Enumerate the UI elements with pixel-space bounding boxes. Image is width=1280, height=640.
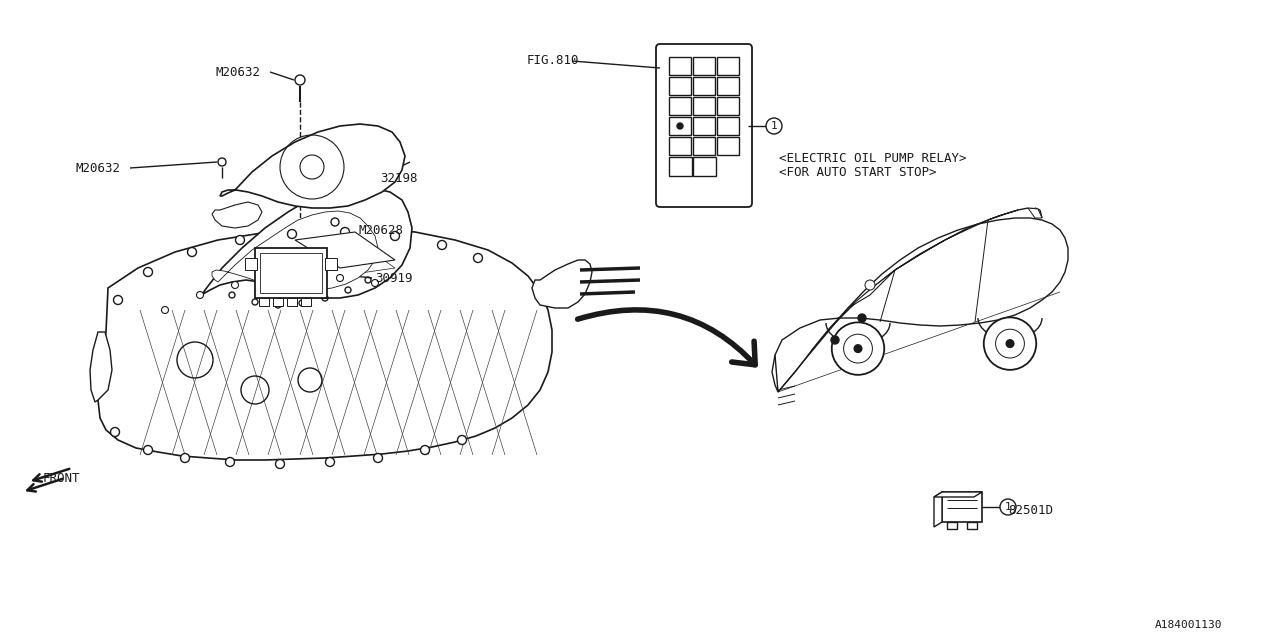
Circle shape	[340, 227, 349, 237]
Circle shape	[390, 232, 399, 241]
Circle shape	[765, 118, 782, 134]
Polygon shape	[212, 202, 262, 228]
Circle shape	[197, 291, 204, 298]
Bar	[692, 117, 716, 135]
Circle shape	[275, 460, 284, 468]
Polygon shape	[934, 492, 942, 527]
Circle shape	[143, 445, 152, 454]
Circle shape	[266, 275, 274, 282]
Text: A184001130: A184001130	[1155, 620, 1222, 630]
Bar	[287, 298, 297, 306]
FancyArrowPatch shape	[577, 310, 755, 365]
Circle shape	[294, 75, 305, 85]
Text: <FOR AUTO START STOP>: <FOR AUTO START STOP>	[780, 166, 937, 179]
Polygon shape	[532, 260, 593, 308]
Bar	[273, 298, 283, 306]
Circle shape	[984, 317, 1037, 370]
Circle shape	[854, 345, 861, 353]
Bar	[692, 77, 716, 95]
Bar	[717, 57, 739, 75]
Circle shape	[110, 428, 119, 436]
Text: M20628: M20628	[358, 223, 403, 237]
Polygon shape	[934, 492, 982, 497]
Circle shape	[1000, 499, 1016, 515]
Bar	[669, 57, 691, 75]
Text: 30919: 30919	[375, 271, 412, 285]
Bar	[325, 258, 337, 270]
Polygon shape	[294, 232, 396, 268]
Circle shape	[232, 282, 238, 289]
Bar	[717, 77, 739, 95]
Circle shape	[831, 336, 838, 344]
Bar	[942, 492, 982, 522]
Circle shape	[225, 458, 234, 467]
Bar	[692, 97, 716, 115]
Circle shape	[218, 158, 227, 166]
Bar	[692, 57, 716, 75]
Polygon shape	[849, 270, 895, 308]
Circle shape	[337, 275, 343, 282]
Bar	[669, 77, 691, 95]
Circle shape	[1006, 340, 1014, 348]
Bar	[717, 97, 739, 115]
Text: 1: 1	[771, 121, 777, 131]
Polygon shape	[220, 124, 404, 208]
Polygon shape	[99, 228, 552, 460]
Circle shape	[161, 307, 169, 314]
Circle shape	[832, 323, 884, 375]
Text: FIG.810: FIG.810	[527, 54, 580, 67]
Circle shape	[421, 445, 430, 454]
Polygon shape	[90, 332, 113, 402]
Bar	[717, 137, 739, 155]
Circle shape	[187, 248, 197, 257]
Bar	[244, 258, 257, 270]
Bar	[692, 157, 716, 176]
Circle shape	[114, 296, 123, 305]
Bar	[255, 248, 326, 298]
FancyBboxPatch shape	[657, 44, 753, 207]
Circle shape	[457, 435, 466, 445]
Text: 82501D: 82501D	[1009, 504, 1053, 516]
Circle shape	[371, 280, 379, 287]
Bar	[947, 522, 957, 529]
Circle shape	[236, 236, 244, 244]
Polygon shape	[772, 218, 1068, 392]
Circle shape	[865, 280, 876, 290]
Bar	[260, 253, 323, 293]
Bar	[669, 137, 691, 155]
Bar	[669, 97, 691, 115]
Circle shape	[302, 273, 308, 280]
Bar	[692, 137, 716, 155]
Circle shape	[858, 314, 867, 322]
Circle shape	[438, 241, 447, 250]
Circle shape	[288, 230, 297, 239]
Circle shape	[374, 454, 383, 463]
Text: 32198: 32198	[380, 172, 417, 184]
Bar	[966, 522, 977, 529]
Circle shape	[677, 123, 684, 129]
Polygon shape	[1028, 208, 1042, 218]
Text: FRONT: FRONT	[44, 472, 81, 484]
Circle shape	[143, 268, 152, 276]
Bar	[259, 298, 269, 306]
Bar	[301, 298, 311, 306]
Polygon shape	[200, 188, 412, 298]
Bar	[717, 117, 739, 135]
Polygon shape	[988, 210, 1018, 220]
Text: M20632: M20632	[76, 161, 120, 175]
Polygon shape	[945, 220, 988, 240]
Polygon shape	[212, 211, 378, 291]
Polygon shape	[895, 240, 945, 270]
Text: 1: 1	[1005, 502, 1011, 512]
Text: M20632: M20632	[215, 65, 260, 79]
Circle shape	[474, 253, 483, 262]
Circle shape	[180, 454, 189, 463]
Bar	[669, 117, 691, 135]
Polygon shape	[294, 240, 396, 276]
Circle shape	[332, 218, 339, 226]
Text: <ELECTRIC OIL PUMP RELAY>: <ELECTRIC OIL PUMP RELAY>	[780, 152, 966, 164]
Bar	[669, 157, 692, 176]
Circle shape	[325, 458, 334, 467]
